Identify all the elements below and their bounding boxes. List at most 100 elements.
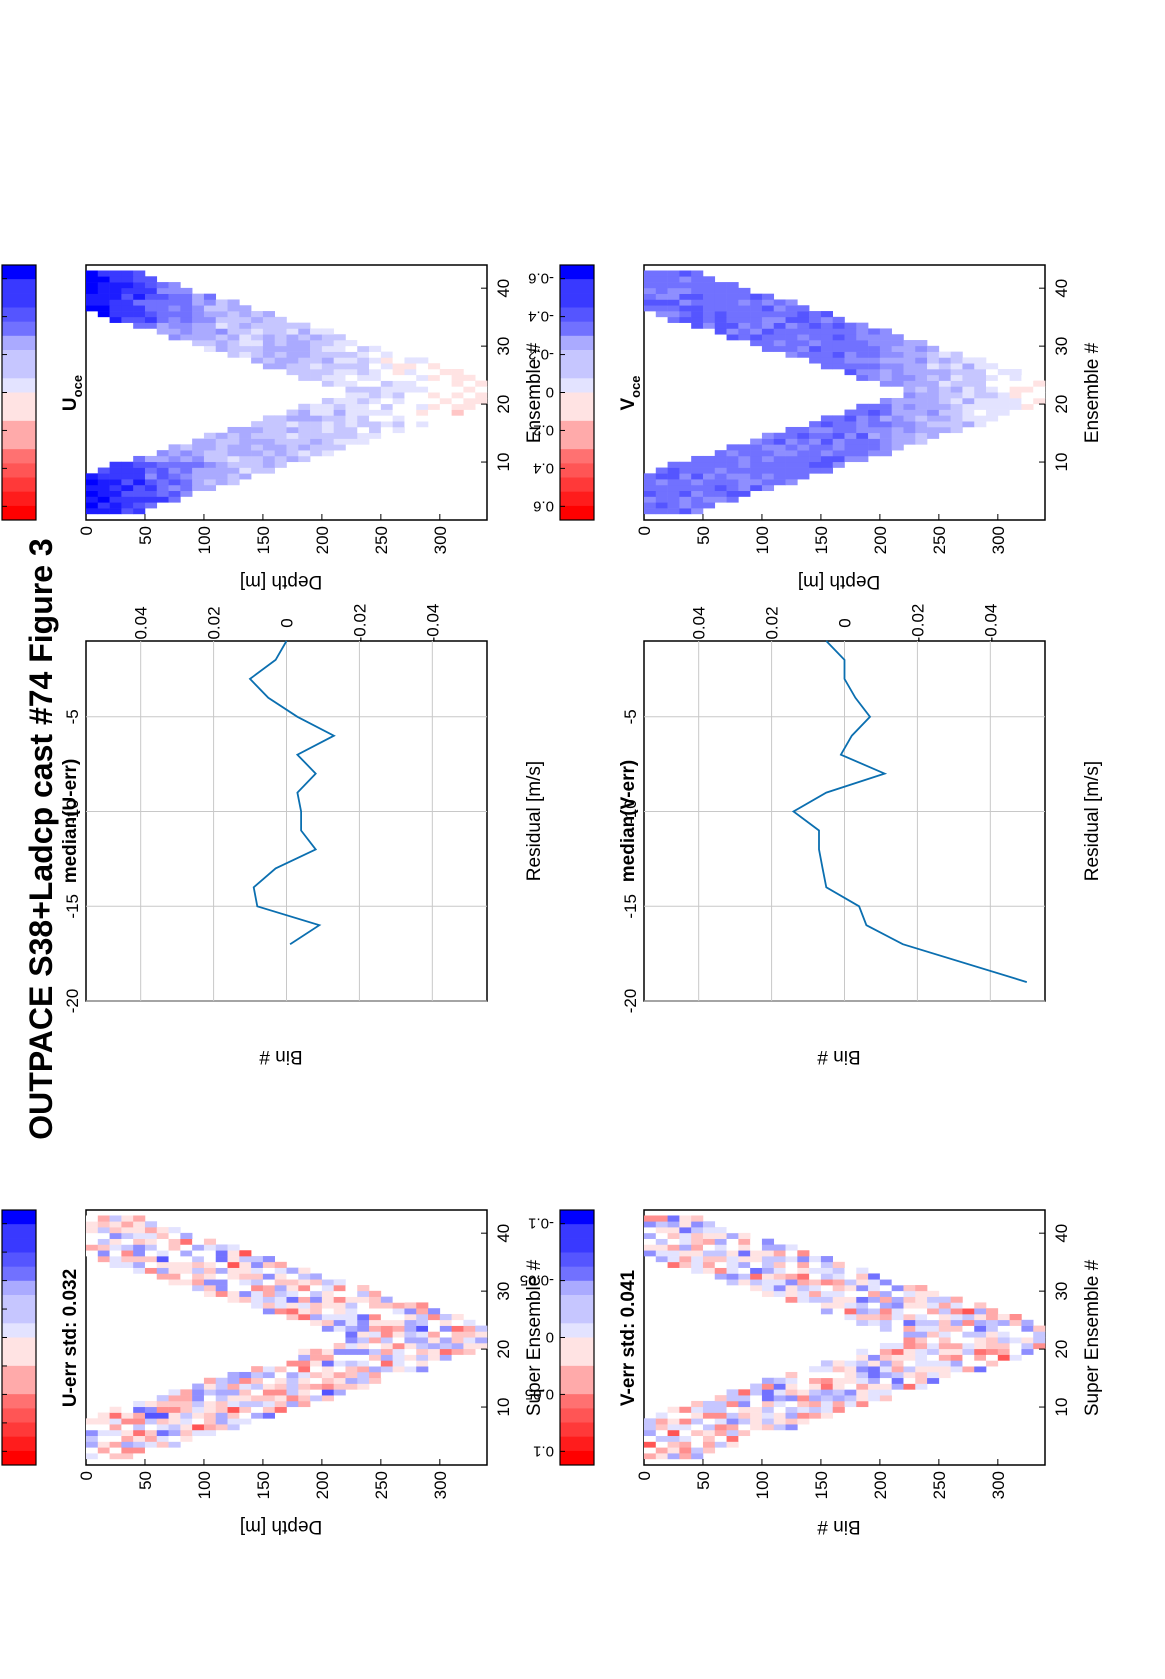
heatmap-cell	[97, 1250, 110, 1257]
heatmap-cell	[215, 432, 228, 439]
heatmap-cell	[109, 490, 122, 497]
heatmap-cell	[310, 1279, 323, 1286]
heatmap-cell	[832, 316, 845, 323]
heatmap-cell	[691, 1227, 704, 1234]
heatmap-cell	[903, 415, 916, 422]
heatmap-cell	[109, 299, 122, 306]
heatmap-cell	[109, 1250, 122, 1257]
heatmap-cell	[97, 467, 110, 474]
heatmap-cell	[262, 1377, 276, 1384]
heatmap-cell	[785, 1395, 798, 1402]
heatmap-cell	[144, 455, 158, 463]
heatmap-cell	[726, 1227, 739, 1234]
heatmap-cell	[950, 1348, 963, 1355]
heatmap-cell	[121, 287, 134, 294]
heatmap-cell	[750, 1261, 763, 1268]
heatmap-cell	[357, 1383, 370, 1390]
heatmap-cell	[475, 380, 488, 387]
heatmap-cell	[392, 426, 405, 434]
y-tick-label: 100	[753, 1471, 772, 1499]
heatmap-cell	[667, 1441, 680, 1448]
heatmap-cell	[97, 1227, 110, 1234]
colorbar-swatch	[560, 1223, 594, 1239]
heatmap-cell	[868, 363, 881, 370]
heatmap-cell	[404, 1337, 417, 1344]
heatmap-cell	[451, 369, 464, 376]
x-tick-label: 40	[494, 279, 513, 298]
u-oce-title: Uoce	[60, 375, 85, 411]
heatmap-cell	[133, 1267, 146, 1274]
heatmap-cell	[298, 322, 311, 329]
heatmap-cell	[655, 1435, 668, 1442]
heatmap-cell	[927, 1371, 940, 1379]
heatmap-cell	[310, 426, 323, 434]
heatmap-cell	[215, 311, 228, 318]
heatmap-cell	[844, 409, 857, 416]
heatmap-cell	[832, 322, 845, 329]
heatmap-cell	[832, 1290, 845, 1297]
heatmap-cell	[144, 1447, 158, 1454]
heatmap-cell	[133, 490, 146, 497]
heatmap-cell	[761, 438, 775, 445]
heatmap-cell	[156, 1267, 169, 1274]
u-err-ylabel: Depth [m]	[240, 1516, 322, 1537]
heatmap-cell	[156, 1412, 169, 1419]
heatmap-cell	[702, 293, 716, 300]
heatmap-cell	[750, 299, 763, 306]
heatmap-cell	[274, 426, 287, 434]
heatmap-cell	[691, 1453, 704, 1460]
colorbar-swatch	[560, 278, 594, 294]
heatmap-cell	[702, 1267, 716, 1274]
heatmap-cell	[879, 1366, 892, 1373]
heatmap-cell	[286, 455, 299, 463]
heatmap-cell	[357, 392, 370, 399]
heatmap-cell	[856, 421, 869, 428]
heatmap-cell	[773, 1250, 786, 1257]
heatmap-cell	[726, 455, 739, 463]
heatmap-cell	[797, 1285, 810, 1292]
colorbar-swatch	[560, 378, 594, 393]
heatmap-cell	[773, 345, 786, 352]
heatmap-cell	[702, 461, 716, 468]
heatmap-cell	[644, 1441, 657, 1448]
heatmap-cell	[738, 1250, 751, 1257]
median-v-err-xlabel: Residual [m/s]	[1082, 761, 1103, 881]
heatmap-cell	[239, 455, 252, 463]
heatmap-cell	[974, 1337, 987, 1344]
heatmap-cell	[702, 1227, 716, 1234]
heatmap-cell	[986, 1308, 999, 1315]
heatmap-cell	[310, 351, 323, 358]
heatmap-cell	[380, 1308, 393, 1315]
heatmap-cell	[891, 409, 904, 416]
heatmap-cell	[121, 1424, 134, 1431]
heatmap-cell	[832, 345, 845, 352]
heatmap-cell	[369, 1296, 382, 1303]
heatmap-cell	[333, 397, 346, 405]
heatmap-cell	[879, 1279, 892, 1286]
heatmap-cell	[180, 467, 193, 474]
heatmap-cell	[856, 1400, 869, 1408]
heatmap-cell	[950, 392, 963, 399]
heatmap-cell	[891, 397, 904, 405]
heatmap-cell	[868, 1354, 881, 1361]
heatmap-cell	[333, 1360, 346, 1367]
heatmap-cell	[750, 438, 763, 445]
heatmap-cell	[404, 1360, 417, 1367]
heatmap-cell	[333, 1377, 346, 1384]
heatmap-cell	[679, 1412, 692, 1419]
heatmap-cell	[345, 403, 358, 410]
heatmap-cell	[655, 1244, 668, 1251]
heatmap-cell	[903, 1290, 916, 1297]
heatmap-cell	[879, 438, 892, 445]
heatmap-cell	[86, 1418, 99, 1425]
heatmap-cell	[144, 1238, 158, 1245]
heatmap-cell	[679, 479, 692, 486]
heatmap-cell	[903, 421, 916, 428]
heatmap-cell	[144, 1400, 158, 1408]
heatmap-cell	[702, 1250, 716, 1257]
heatmap-cell	[86, 1244, 99, 1251]
heatmap-cell	[121, 1232, 134, 1239]
heatmap-cell	[844, 1267, 857, 1274]
heatmap-cell	[655, 1441, 668, 1448]
heatmap-cell	[820, 351, 833, 358]
